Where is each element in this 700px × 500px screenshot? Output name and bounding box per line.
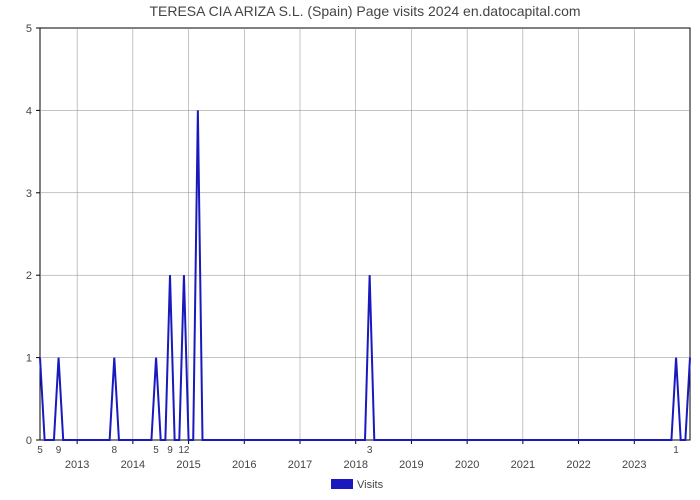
y-tick-label: 3	[26, 188, 32, 200]
chart-container: TERESA CIA ARIZA S.L. (Spain) Page visit…	[0, 0, 700, 500]
x-minor-label: 8	[112, 445, 118, 456]
x-minor-label: 12	[178, 445, 190, 456]
x-year-label: 2014	[121, 459, 145, 471]
x-minor-label: 1	[673, 445, 679, 456]
y-tick-label: 0	[26, 435, 32, 447]
x-year-label: 2017	[288, 459, 312, 471]
y-tick-label: 2	[26, 270, 32, 282]
x-minor-label: 5	[153, 445, 159, 456]
x-year-label: 2018	[343, 459, 367, 471]
x-minor-label: 9	[56, 445, 62, 456]
chart-title: TERESA CIA ARIZA S.L. (Spain) Page visit…	[149, 3, 580, 19]
legend-label: Visits	[357, 479, 384, 491]
y-tick-label: 1	[26, 353, 32, 365]
x-minor-label: 5	[37, 445, 43, 456]
x-year-label: 2016	[232, 459, 256, 471]
x-year-label: 2015	[176, 459, 200, 471]
y-tick-label: 5	[26, 23, 32, 35]
plot-border	[40, 28, 690, 440]
x-year-label: 2022	[566, 459, 590, 471]
x-year-label: 2019	[399, 459, 423, 471]
x-minor-label: 3	[367, 445, 373, 456]
x-year-label: 2020	[455, 459, 479, 471]
x-year-label: 2013	[65, 459, 89, 471]
x-minor-label: 9	[167, 445, 173, 456]
y-tick-label: 4	[26, 105, 32, 117]
visits-chart: TERESA CIA ARIZA S.L. (Spain) Page visit…	[0, 0, 700, 500]
x-year-label: 2021	[511, 459, 535, 471]
x-year-label: 2023	[622, 459, 646, 471]
legend-swatch	[331, 479, 353, 489]
